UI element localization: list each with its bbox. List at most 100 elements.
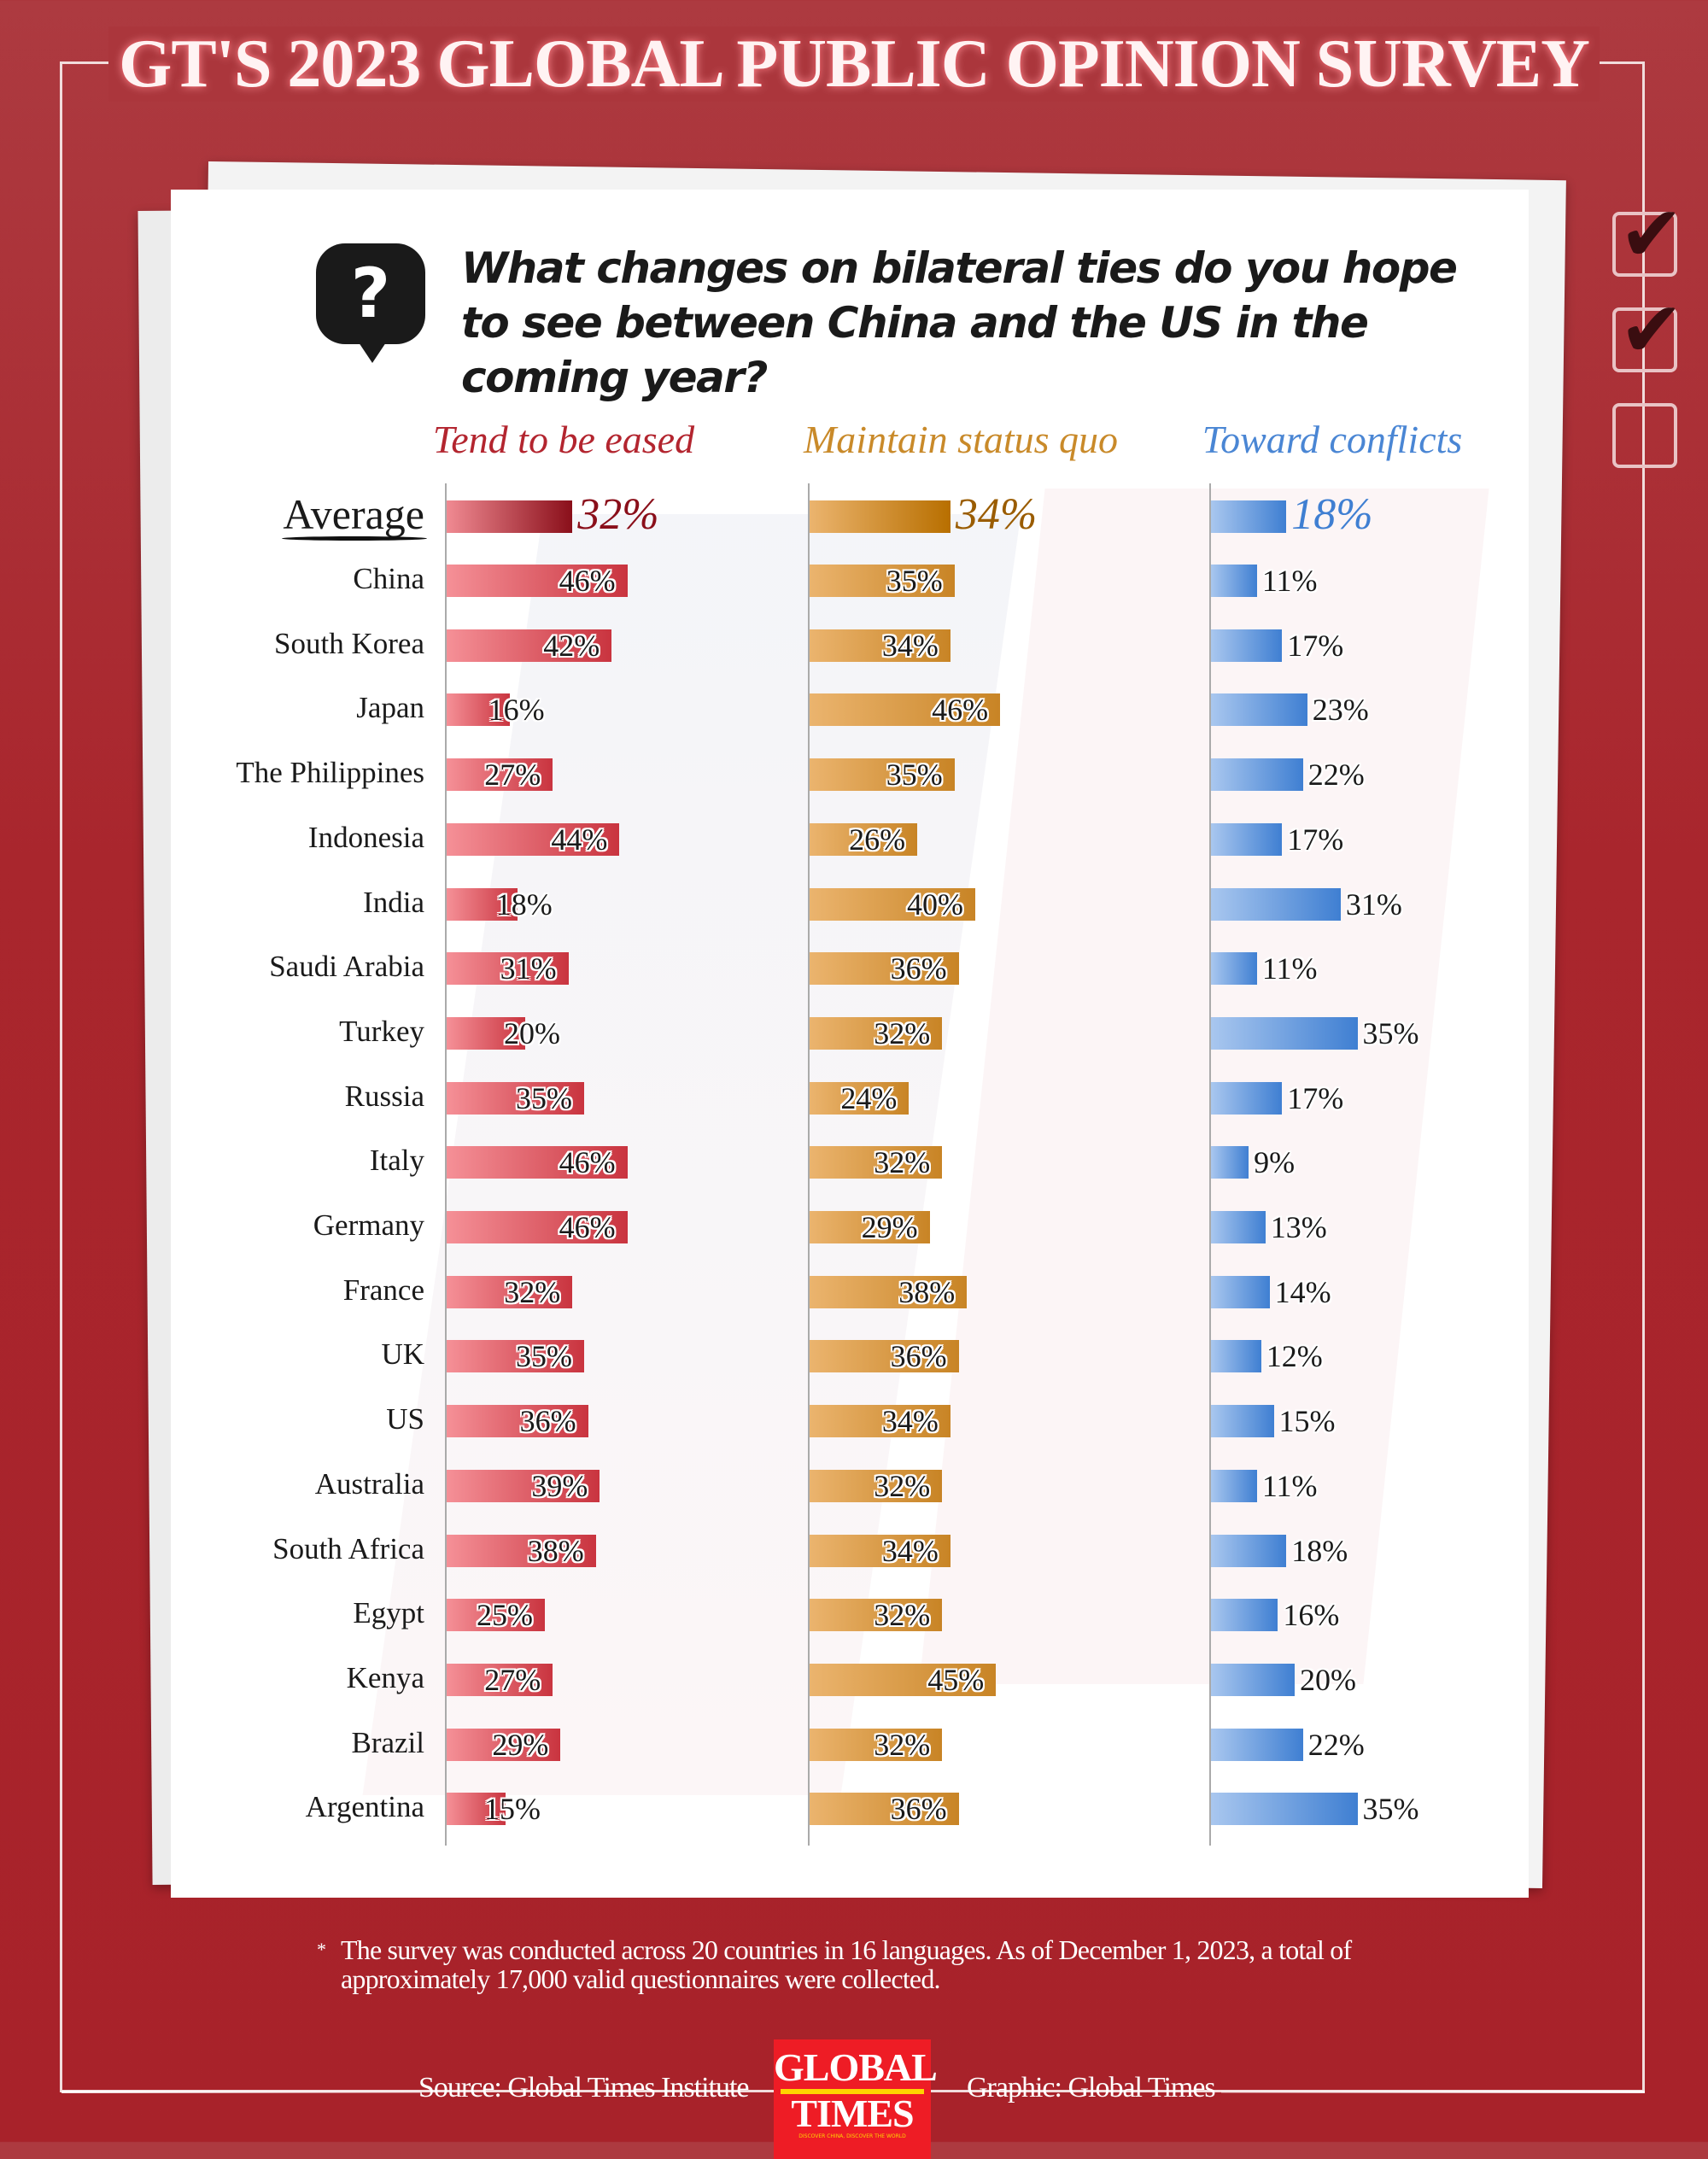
checkmark-icon: ✔ xyxy=(1619,190,1684,279)
category-label: Australia xyxy=(314,1466,424,1501)
category-label: US xyxy=(386,1402,424,1436)
bar-1-19 xyxy=(810,1728,943,1761)
category-label: India xyxy=(363,885,424,919)
data-label: 46% xyxy=(932,693,989,728)
category-label: The Philippines xyxy=(236,756,424,790)
bar-2-16 xyxy=(1211,1534,1287,1567)
logo-text: TIMES xyxy=(791,2092,914,2135)
data-label: 32% xyxy=(874,1468,931,1503)
checkbox-checked-1: ✔ xyxy=(1612,190,1683,279)
category-label: China xyxy=(353,562,424,595)
axis-line-2 xyxy=(1209,483,1211,1846)
bar-1-14 xyxy=(810,1405,951,1438)
graphic-credit: Graphic: Global Times xyxy=(967,2072,1216,2103)
logo-stripe xyxy=(781,2089,924,2094)
data-label: 25% xyxy=(477,1598,533,1633)
category-label: UK xyxy=(381,1337,424,1372)
category-label: Indonesia xyxy=(307,820,424,854)
bar-2-13 xyxy=(1211,1340,1261,1373)
bar-1-15 xyxy=(810,1469,943,1502)
bar-2-9 xyxy=(1211,1081,1283,1115)
bar-1-2 xyxy=(810,629,951,662)
bar-1-13 xyxy=(810,1340,959,1373)
data-label: 26% xyxy=(849,822,906,857)
bar-0-2 xyxy=(447,629,612,662)
data-label: 36% xyxy=(890,1339,947,1374)
bar-0-4 xyxy=(447,758,553,792)
category-label: Egypt xyxy=(353,1596,424,1630)
data-label: 32% xyxy=(874,1145,931,1180)
category-label: France xyxy=(342,1273,424,1307)
bar-0-5 xyxy=(447,822,620,856)
bar-1-8 xyxy=(810,1016,943,1050)
bar-0-7 xyxy=(447,952,569,986)
bar-2-2 xyxy=(1211,629,1283,662)
bar-0-17 xyxy=(447,1599,545,1632)
data-label: 32% xyxy=(874,1598,931,1633)
data-label: 22% xyxy=(1307,1727,1365,1762)
page-title: GT'S 2023 GLOBAL PUBLIC OPINION SURVEY xyxy=(0,26,1708,103)
data-label: 36% xyxy=(890,951,947,986)
data-label: 35% xyxy=(886,758,943,793)
bar-1-1 xyxy=(810,565,955,597)
bar-1-17 xyxy=(810,1599,943,1632)
data-label: 17% xyxy=(1287,628,1344,663)
data-label: 27% xyxy=(484,1662,541,1697)
data-label: 9% xyxy=(1254,1145,1296,1180)
bar-1-20 xyxy=(810,1793,959,1826)
bar-2-7 xyxy=(1211,952,1257,986)
bar-0-14 xyxy=(447,1405,588,1438)
logo-text: GLOBAL xyxy=(774,2045,938,2089)
bar-0-8 xyxy=(447,1016,525,1050)
data-label: 38% xyxy=(898,1274,956,1309)
axis-line-0 xyxy=(445,483,447,1846)
chart-question: What changes on bilateral ties do you ho… xyxy=(461,243,1458,402)
data-label: 17% xyxy=(1287,822,1344,857)
bar-2-0 xyxy=(1211,500,1287,533)
bar-2-1 xyxy=(1211,565,1257,597)
divider xyxy=(1221,2091,1645,2093)
bar-0-13 xyxy=(447,1340,584,1373)
checkbox-checked-2: ✔ xyxy=(1612,285,1683,375)
logo-tagline: DISCOVER CHINA, DISCOVER THE WORLD xyxy=(798,2133,906,2139)
bar-1-9 xyxy=(810,1081,910,1115)
bar-1-16 xyxy=(810,1534,951,1567)
data-label: 15% xyxy=(484,1792,541,1827)
data-label: 11% xyxy=(1261,564,1318,598)
data-label: 35% xyxy=(516,1080,572,1115)
page-title-text: GT'S 2023 GLOBAL PUBLIC OPINION SURVEY xyxy=(108,26,1600,102)
bar-0-19 xyxy=(447,1728,561,1761)
footnote: * The survey was conducted across 20 cou… xyxy=(317,1935,1430,1993)
bar-2-8 xyxy=(1211,1016,1358,1050)
source-text: Source: Global Times Institute xyxy=(418,2072,749,2103)
bar-0-15 xyxy=(447,1469,600,1502)
divider xyxy=(61,2091,420,2093)
bar-2-12 xyxy=(1211,1275,1270,1308)
average-underline xyxy=(282,536,427,541)
data-label: 11% xyxy=(1261,951,1318,986)
category-label: Argentina xyxy=(305,1790,424,1824)
data-label: 46% xyxy=(559,564,616,598)
data-label: 35% xyxy=(886,564,943,598)
bar-2-5 xyxy=(1211,822,1283,856)
bar-2-18 xyxy=(1211,1663,1295,1696)
global-times-logo: GLOBAL TIMES DISCOVER CHINA, DISCOVER TH… xyxy=(774,2039,938,2159)
data-label: 27% xyxy=(484,758,541,793)
data-label: 34% xyxy=(955,490,1038,539)
bar-0-10 xyxy=(447,1146,628,1179)
category-label: South Korea xyxy=(274,626,424,660)
bar-2-14 xyxy=(1211,1405,1274,1438)
data-label: 20% xyxy=(1300,1662,1356,1697)
data-label: 16% xyxy=(488,693,545,728)
bar-2-4 xyxy=(1211,758,1303,792)
bar-0-0 xyxy=(447,500,573,533)
data-label: 15% xyxy=(1278,1404,1336,1439)
legend-0: Tend to be eased xyxy=(432,418,695,461)
category-label: Average xyxy=(283,490,424,538)
data-label: 34% xyxy=(881,1533,939,1568)
data-label: 17% xyxy=(1287,1080,1344,1115)
bar-0-11 xyxy=(447,1211,628,1243)
data-label: 32% xyxy=(874,1727,931,1762)
data-label: 46% xyxy=(559,1210,616,1244)
data-label: 13% xyxy=(1270,1210,1327,1244)
